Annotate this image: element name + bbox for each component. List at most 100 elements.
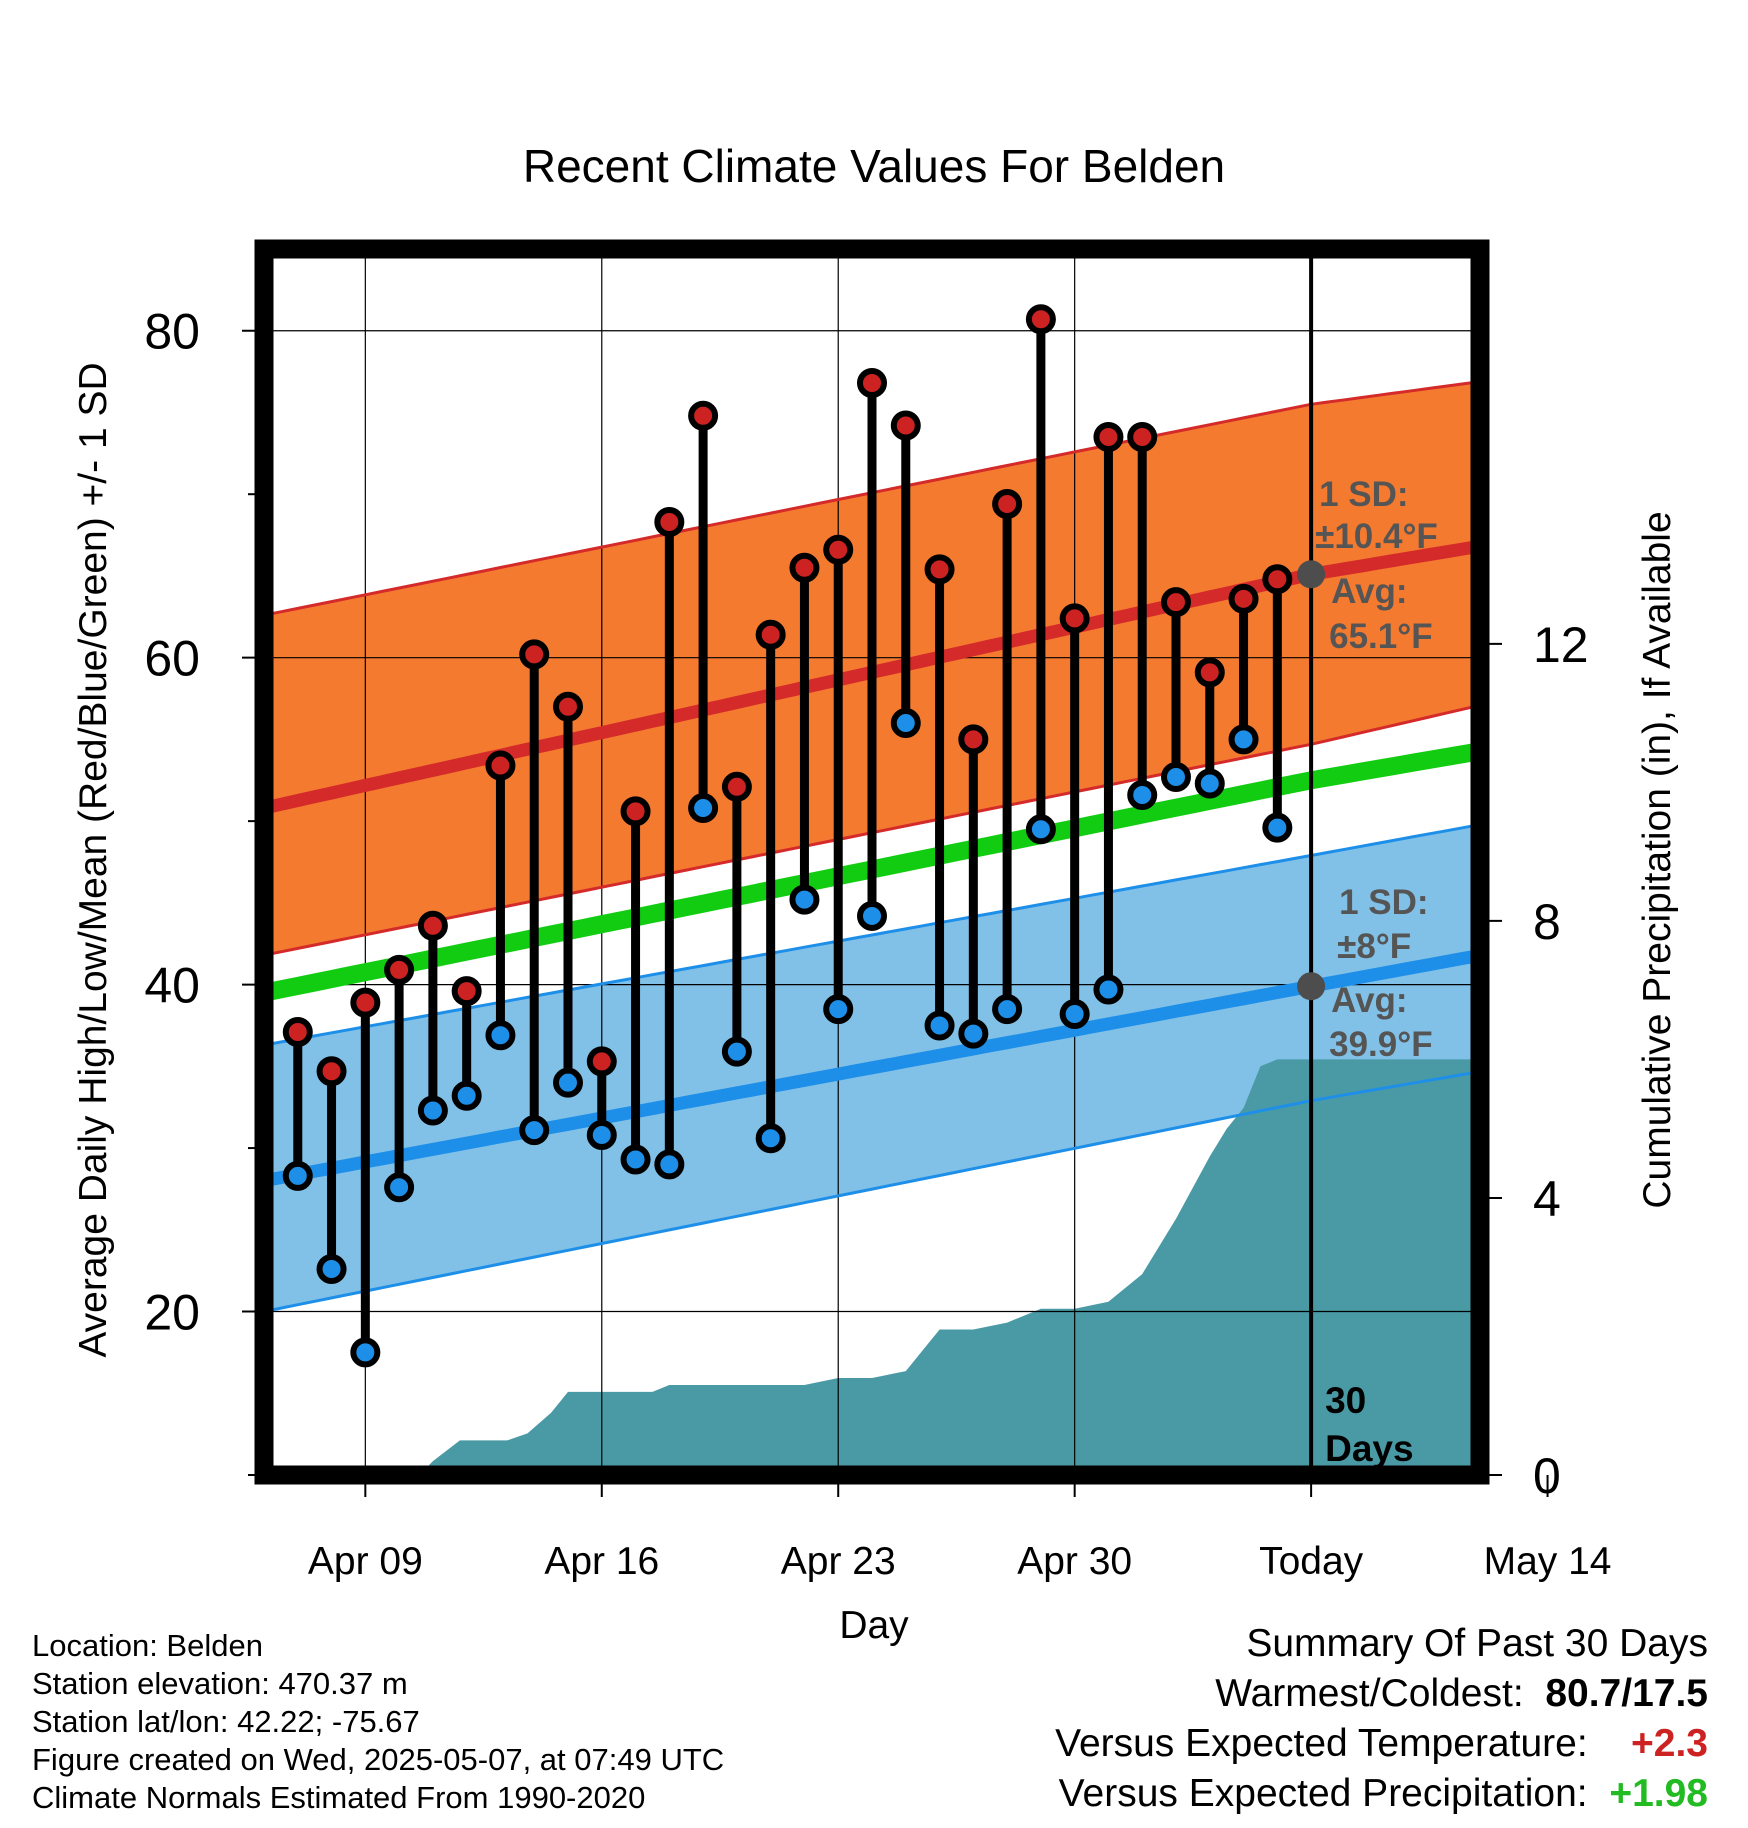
low-point xyxy=(688,793,719,824)
low-point xyxy=(755,1123,786,1154)
y-tick-label: 80 xyxy=(144,304,200,360)
high-point xyxy=(958,724,989,755)
low-point xyxy=(519,1115,550,1146)
summary-warm-cold: Warmest/Coldest: 80.7/17.5 xyxy=(1215,1672,1708,1716)
x-tick-label: Apr 16 xyxy=(544,1540,659,1583)
x-axis-label: Day xyxy=(839,1604,909,1647)
low-point xyxy=(553,1067,583,1098)
low-point xyxy=(586,1119,617,1150)
high-point xyxy=(1262,564,1293,595)
temp-value: +2.3 xyxy=(1631,1722,1708,1765)
high-sd-label: 1 SD: xyxy=(1319,475,1408,514)
high-point xyxy=(890,410,921,441)
normals-text: Climate Normals Estimated From 1990-2020 xyxy=(32,1780,646,1815)
low-point xyxy=(857,900,887,931)
low-point xyxy=(1059,999,1090,1030)
temp-label: Versus Expected Temperature: xyxy=(1055,1722,1588,1765)
low-point xyxy=(789,884,820,915)
warm-cold-label: Warmest/Coldest: xyxy=(1215,1672,1524,1715)
high-point xyxy=(823,534,854,565)
high-point xyxy=(417,910,448,941)
low-point xyxy=(350,1337,381,1368)
high-point xyxy=(721,771,752,802)
high-point xyxy=(485,750,516,781)
low-point xyxy=(1194,768,1225,799)
summary-temperature: Versus Expected Temperature: +2.3 xyxy=(1055,1722,1708,1766)
high-point xyxy=(1025,304,1056,335)
high-point xyxy=(553,691,583,722)
x-tick-label: Apr 23 xyxy=(781,1540,896,1583)
high-point xyxy=(755,619,786,650)
high-avg-label: Avg: xyxy=(1331,572,1407,611)
chart-title: Recent Climate Values For Belden xyxy=(523,140,1225,192)
high-sd-value: ±10.4°F xyxy=(1315,517,1438,556)
low-point xyxy=(654,1149,685,1180)
days-label-number: 30 xyxy=(1325,1380,1366,1421)
low-point xyxy=(1025,814,1056,845)
low-point xyxy=(485,1020,516,1051)
low-point xyxy=(1228,724,1259,755)
high-point xyxy=(451,976,482,1007)
low-sd-label: 1 SD: xyxy=(1339,883,1428,922)
y2-tick-label: 4 xyxy=(1533,1171,1561,1227)
summary-heading: Summary Of Past 30 Days xyxy=(1246,1622,1708,1666)
low-point xyxy=(721,1036,752,1067)
low-lower-line xyxy=(264,1070,1480,1313)
plot-frame xyxy=(254,239,1490,1485)
high-point xyxy=(1194,657,1225,688)
high-point xyxy=(316,1056,347,1087)
low-point xyxy=(890,708,921,739)
high-point xyxy=(992,489,1023,520)
high-point xyxy=(688,400,719,431)
created-text: Figure created on Wed, 2025-05-07, at 07… xyxy=(32,1742,725,1777)
normal-low-line xyxy=(264,949,1480,1188)
high-avg-marker xyxy=(1297,560,1326,589)
low-point xyxy=(316,1254,347,1285)
elevation-text: Station elevation: 470.37 m xyxy=(32,1666,408,1701)
low-point xyxy=(620,1144,651,1175)
high-point xyxy=(654,506,685,537)
latlon-text: Station lat/lon: 42.22; -75.67 xyxy=(32,1704,420,1739)
station-info: Location: Belden Station elevation: 470.… xyxy=(32,1627,724,1817)
y-tick-label: 60 xyxy=(144,631,200,687)
y-axis-label: Average Daily High/Low/Mean (Red/Blue/Gr… xyxy=(72,362,115,1357)
high-point xyxy=(384,954,415,985)
high-point xyxy=(519,639,550,670)
y-tick-label: 40 xyxy=(144,958,200,1014)
high-point xyxy=(1161,587,1191,618)
low-sd-value: ±8°F xyxy=(1337,927,1411,966)
x-tick-label: Today xyxy=(1259,1540,1364,1583)
low-avg-value: 39.9°F xyxy=(1329,1025,1433,1064)
high-point xyxy=(282,1017,313,1048)
plot-clipped xyxy=(264,249,1480,1475)
low-avg-marker xyxy=(1297,972,1326,1001)
high-point xyxy=(857,368,887,399)
low-point xyxy=(992,994,1023,1025)
high-point xyxy=(1228,583,1259,614)
low-point xyxy=(924,1010,955,1041)
high-point xyxy=(924,554,955,585)
y2-tick-label: 12 xyxy=(1533,617,1589,673)
x-tick-label: Apr 30 xyxy=(1017,1540,1132,1583)
summary-heading-text: Summary Of Past 30 Days xyxy=(1246,1622,1708,1665)
y2-tick-label: 8 xyxy=(1533,894,1561,950)
precip-value: +1.98 xyxy=(1609,1772,1708,1815)
low-point xyxy=(1093,974,1124,1005)
x-tick-label: Apr 09 xyxy=(308,1540,423,1583)
low-point xyxy=(384,1172,415,1203)
days-label-text: Days xyxy=(1325,1428,1413,1469)
low-point xyxy=(417,1095,448,1126)
low-point xyxy=(451,1080,482,1111)
high-point xyxy=(1127,421,1158,452)
warm-cold-value: 80.7/17.5 xyxy=(1545,1672,1708,1715)
y-tick-label: 20 xyxy=(144,1285,200,1341)
low-point xyxy=(958,1018,989,1049)
low-point xyxy=(1262,812,1293,843)
high-point xyxy=(620,796,651,827)
precipitation-area xyxy=(264,1059,1480,1475)
high-avg-value: 65.1°F xyxy=(1329,617,1433,656)
precip-label: Versus Expected Precipitation: xyxy=(1058,1772,1588,1815)
low-point xyxy=(823,994,854,1025)
